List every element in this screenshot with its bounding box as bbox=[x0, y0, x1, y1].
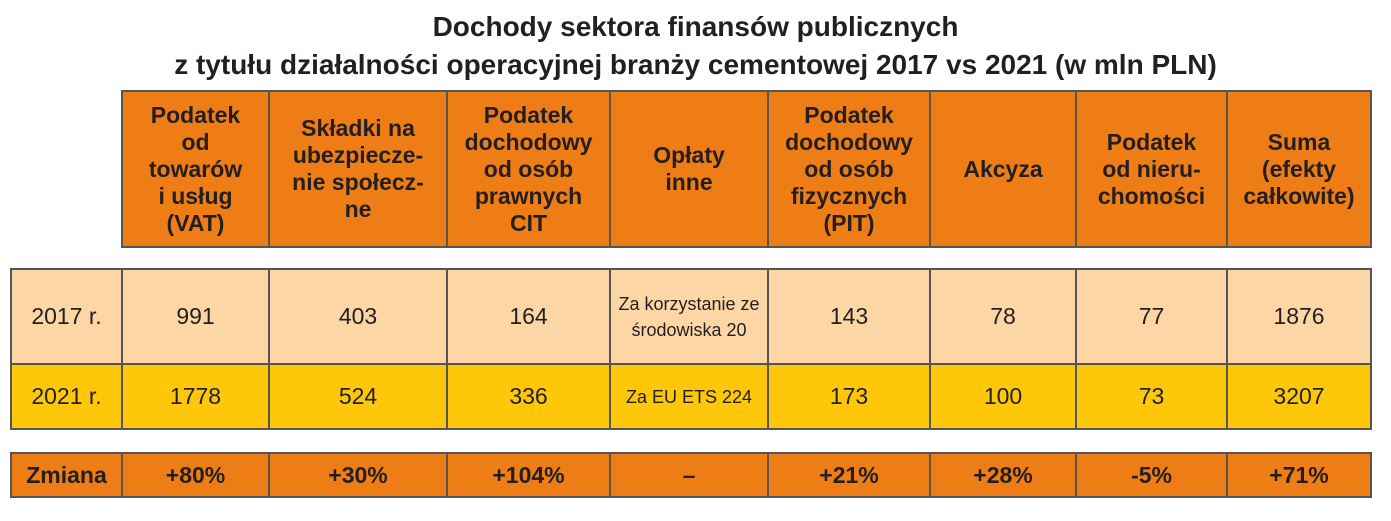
cell-2021-property: 73 bbox=[1075, 363, 1228, 430]
header-social: Składki na ubezpiecze-nie społecz-ne bbox=[268, 90, 448, 248]
row-label-2017: 2017 r. bbox=[10, 268, 123, 365]
header-sum: Suma (efekty całkowite) bbox=[1226, 90, 1372, 248]
cell-change-sum: +71% bbox=[1226, 452, 1372, 498]
header-excise: Akcyza bbox=[929, 90, 1077, 248]
data-table: 2017 r. 991 403 164 Za korzystanie ze śr… bbox=[10, 268, 1372, 430]
header-cit: Podatek dochodowy od osób prawnych CIT bbox=[446, 90, 611, 248]
cell-2021-social: 524 bbox=[268, 363, 448, 430]
cell-change-cit: +104% bbox=[446, 452, 611, 498]
cell-change-excise: +28% bbox=[929, 452, 1077, 498]
cell-2021-pit: 173 bbox=[767, 363, 931, 430]
header-property: Podatek od nieru-chomości bbox=[1075, 90, 1228, 248]
change-table: Zmiana +80% +30% +104% – +21% +28% -5% +… bbox=[10, 452, 1372, 498]
header-row: Podatek od towarów i usług (VAT) Składki na u… bbox=[121, 90, 1372, 248]
cell-2017-excise: 78 bbox=[929, 268, 1077, 365]
cell-change-property: -5% bbox=[1075, 452, 1228, 498]
cell-change-social: +30% bbox=[268, 452, 448, 498]
cell-2017-pit: 143 bbox=[767, 268, 931, 365]
cell-2021-vat: 1778 bbox=[121, 363, 270, 430]
table-row: 2017 r. 991 403 164 Za korzystanie ze śr… bbox=[10, 268, 1372, 365]
cell-2021-excise: 100 bbox=[929, 363, 1077, 430]
table-row: Zmiana +80% +30% +104% – +21% +28% -5% +… bbox=[10, 452, 1372, 498]
cell-2021-other: Za EU ETS 224 bbox=[609, 363, 769, 430]
header-other: Opłaty inne bbox=[609, 90, 769, 248]
cell-2021-cit: 336 bbox=[446, 363, 611, 430]
row-label-2021: 2021 r. bbox=[10, 363, 123, 430]
cell-2017-property: 77 bbox=[1075, 268, 1228, 365]
cell-2017-social: 403 bbox=[268, 268, 448, 365]
cell-2017-other: Za korzystanie ze środowiska 20 bbox=[609, 268, 769, 365]
cell-2017-vat: 991 bbox=[121, 268, 270, 365]
chart-title: Dochody sektora finansów publicznych z t… bbox=[0, 8, 1391, 84]
cell-2021-sum: 3207 bbox=[1226, 363, 1372, 430]
cell-2017-cit: 164 bbox=[446, 268, 611, 365]
cell-change-vat: +80% bbox=[121, 452, 270, 498]
header-vat: Podatek od towarów i usług (VAT) bbox=[121, 90, 270, 248]
cell-2017-sum: 1876 bbox=[1226, 268, 1372, 365]
table-row: 2021 r. 1778 524 336 Za EU ETS 224 173 1… bbox=[10, 363, 1372, 430]
row-label-change: Zmiana bbox=[10, 452, 123, 498]
cell-change-pit: +21% bbox=[767, 452, 931, 498]
chart-title-line1: Dochody sektora finansów publicznych bbox=[432, 11, 959, 42]
chart-title-line2: z tytułu działalności operacyjnej branży… bbox=[174, 49, 1217, 80]
cell-change-other: – bbox=[609, 452, 769, 498]
header-pit: Podatek dochodowy od osób fizycznych (PIT) bbox=[767, 90, 931, 248]
